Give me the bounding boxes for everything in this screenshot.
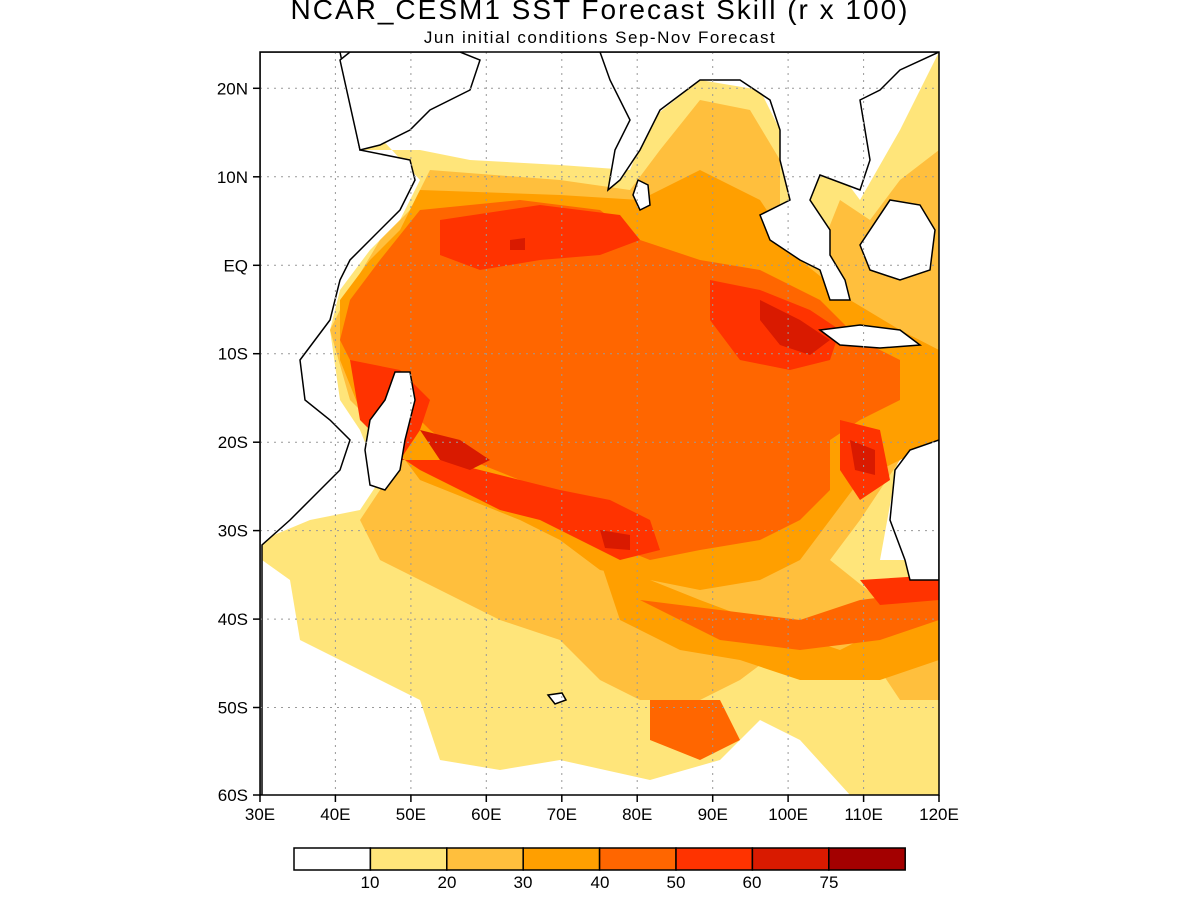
lat-tick-label: 50S xyxy=(218,699,248,718)
colorbar-label: 40 xyxy=(591,873,610,892)
lat-tick-label: 60S xyxy=(218,786,248,805)
lon-tick-label: 80E xyxy=(622,805,652,824)
sri-lanka xyxy=(632,178,651,212)
colorbar-label: 60 xyxy=(743,873,762,892)
lat-tick-label: 10N xyxy=(217,168,248,187)
lon-tick-label: 90E xyxy=(698,805,728,824)
lon-tick-label: 50E xyxy=(396,805,426,824)
lon-tick-label: 120E xyxy=(919,805,959,824)
lat-tick-label: 20S xyxy=(218,433,248,452)
lon-tick-labels: 30E 40E 50E 60E 70E 80E 90E 100E 110E 12… xyxy=(245,805,959,824)
lon-tick-label: 60E xyxy=(471,805,501,824)
lat-tick-label: 40S xyxy=(218,610,248,629)
lon-tick-label: 100E xyxy=(768,805,808,824)
coastlines xyxy=(260,52,939,795)
colorbar-label: 20 xyxy=(438,873,457,892)
colorbar-swatch xyxy=(293,847,372,871)
lat-tick-label: 30S xyxy=(218,522,248,541)
java xyxy=(818,324,923,349)
lon-tick-label: 30E xyxy=(245,805,275,824)
lon-tick-label: 110E xyxy=(844,805,882,824)
colorbar-swatch xyxy=(369,847,448,871)
africa-coast xyxy=(260,52,416,795)
australia-west xyxy=(889,439,939,581)
lat-tick-label: 10S xyxy=(218,345,248,364)
map-title: NCAR_CESM1 SST Forecast Skill (r x 100) xyxy=(290,0,910,25)
colorbar-label: 10 xyxy=(361,873,380,892)
lon-tick-label: 40E xyxy=(320,805,350,824)
lon-tick-label: 70E xyxy=(547,805,577,824)
contour-50 xyxy=(350,205,939,605)
gridlines xyxy=(260,52,939,795)
kerguelen xyxy=(546,692,568,705)
lat-tick-label: EQ xyxy=(223,256,248,275)
borneo xyxy=(859,199,936,281)
colorbar-swatch xyxy=(828,847,906,871)
colorbar-swatch xyxy=(446,847,524,871)
colorbar-label: 50 xyxy=(667,873,686,892)
colorbar-swatch xyxy=(522,847,601,871)
axis-ticks xyxy=(253,87,940,802)
colorbar: 10 20 30 40 50 60 75 xyxy=(293,847,906,892)
colorbar-label: 30 xyxy=(514,873,533,892)
madagascar xyxy=(364,371,416,491)
colorbar-swatch xyxy=(751,847,830,871)
contour-60 xyxy=(420,238,875,550)
arabia-india-coast xyxy=(339,52,939,301)
map-subtitle: Jun initial conditions Sep-Nov Forecast xyxy=(423,28,777,47)
lat-tick-labels: 20N 10N EQ 10S 20S 30S 40S 50S 60S xyxy=(217,79,248,805)
colorbar-swatch xyxy=(675,847,754,871)
map-frame xyxy=(259,51,940,796)
colorbar-label: 75 xyxy=(820,873,839,892)
lat-tick-label: 20N xyxy=(217,79,248,98)
colorbar-swatch xyxy=(598,847,677,871)
